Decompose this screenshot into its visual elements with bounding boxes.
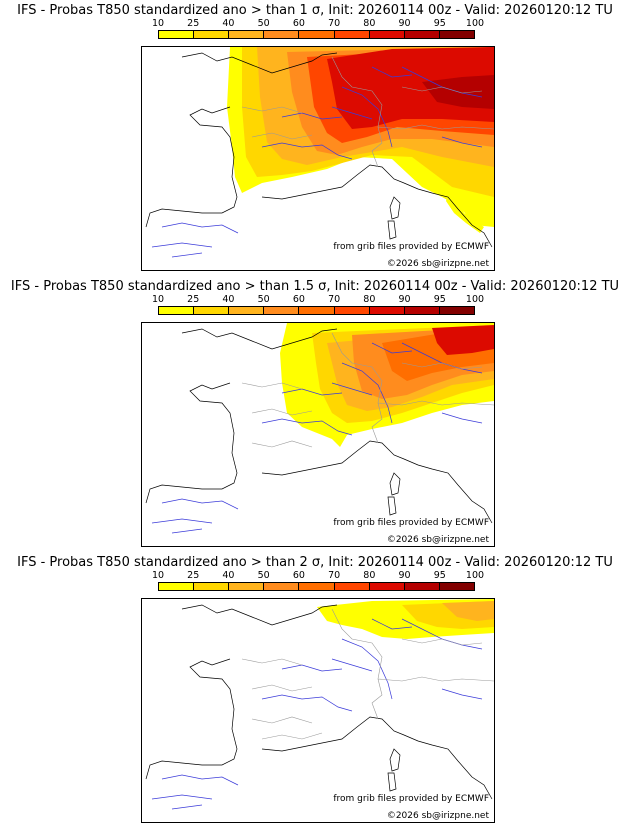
legend-tick-label: 95: [433, 18, 446, 29]
panel-title: IFS - Probas T850 standardized ano > tha…: [17, 555, 613, 570]
coastline: [145, 604, 493, 800]
probability-map: from grib files provided by ECMWF ©2026 …: [141, 322, 495, 547]
source-credit: from grib files provided by ECMWF: [333, 242, 489, 252]
legend-bar: [158, 582, 475, 591]
legend-color-cell: [404, 31, 440, 38]
legend-labels: 10 25 40 50 60 70 80 90 95 100: [152, 570, 484, 581]
legend-color-cell: [334, 31, 370, 38]
legend-color-cell: [194, 583, 230, 590]
legend-tick-label: 25: [187, 294, 200, 305]
legend-color-cell: [439, 31, 474, 38]
legend-tick-label: 100: [465, 18, 485, 29]
legend-bar: [158, 306, 475, 315]
legend-tick-label: 40: [222, 18, 235, 29]
map-canvas: from grib files provided by ECMWF ©2026 …: [145, 599, 494, 821]
legend-color-cell: [159, 307, 195, 314]
legend-tick-label: 100: [465, 570, 485, 581]
legend-color-cell: [194, 31, 230, 38]
legend-tick-label: 50: [257, 294, 270, 305]
legend-color-cell: [369, 31, 405, 38]
legend-color-cell: [229, 307, 265, 314]
legend-tick-label: 95: [433, 294, 446, 305]
legend-tick-label: 60: [292, 18, 305, 29]
copyright: ©2026 sb@irizpne.net: [387, 535, 490, 545]
map-panel-2sigma: IFS - Probas T850 standardized ano > tha…: [0, 552, 630, 824]
borders: [241, 56, 494, 168]
probability-map: from grib files provided by ECMWF ©2026 …: [141, 46, 495, 271]
legend-tick-label: 80: [363, 18, 376, 29]
rivers: [151, 618, 483, 810]
color-legend: 10 25 40 50 60 70 80 90 95 100: [152, 294, 484, 318]
probability-map: from grib files provided by ECMWF ©2026 …: [141, 598, 495, 823]
map-panel-1sigma: IFS - Probas T850 standardized ano > tha…: [0, 0, 630, 272]
legend-tick-label: 50: [257, 18, 270, 29]
coastline: [145, 52, 493, 248]
legend-tick-label: 100: [465, 294, 485, 305]
legend-tick-label: 10: [151, 18, 165, 29]
map-canvas: from grib files provided by ECMWF ©2026 …: [145, 47, 494, 269]
copyright: ©2026 sb@irizpne.net: [387, 259, 490, 269]
prob-area-80: [327, 47, 494, 129]
legend-color-cell: [229, 31, 265, 38]
borders: [241, 332, 494, 448]
legend-color-cell: [404, 583, 440, 590]
legend-color-cell: [159, 31, 195, 38]
legend-color-cell: [159, 583, 195, 590]
legend-tick-label: 60: [292, 570, 305, 581]
copyright: ©2026 sb@irizpne.net: [387, 811, 490, 821]
legend-color-cell: [369, 307, 405, 314]
map-canvas: from grib files provided by ECMWF ©2026 …: [145, 323, 494, 545]
panel-title: IFS - Probas T850 standardized ano > tha…: [17, 3, 613, 18]
legend-tick-label: 90: [398, 570, 411, 581]
legend-tick-label: 90: [398, 294, 411, 305]
color-legend: 10 25 40 50 60 70 80 90 95 100: [152, 570, 484, 594]
prob-area-40: [442, 601, 494, 621]
legend-tick-label: 70: [328, 18, 341, 29]
legend-color-cell: [264, 31, 300, 38]
prob-area-80: [432, 325, 494, 355]
legend-color-cell: [194, 307, 230, 314]
legend-color-cell: [299, 583, 335, 590]
legend-color-cell: [439, 583, 474, 590]
map-panel-1-5sigma: IFS - Probas T850 standardized ano > tha…: [0, 276, 630, 548]
legend-color-cell: [334, 307, 370, 314]
legend-color-cell: [264, 307, 300, 314]
legend-color-cell: [264, 583, 300, 590]
legend-tick-label: 80: [363, 294, 376, 305]
coastline: [145, 328, 493, 524]
legend-tick-label: 25: [187, 18, 200, 29]
legend-tick-label: 10: [151, 570, 165, 581]
legend-tick-label: 70: [328, 570, 341, 581]
legend-tick-label: 80: [363, 570, 376, 581]
color-legend: 10 25 40 50 60 70 80 90 95 100: [152, 18, 484, 42]
legend-tick-label: 90: [398, 18, 411, 29]
borders: [241, 608, 494, 740]
legend-color-cell: [299, 31, 335, 38]
legend-color-cell: [334, 583, 370, 590]
legend-tick-label: 40: [222, 294, 235, 305]
panel-title: IFS - Probas T850 standardized ano > tha…: [10, 279, 620, 294]
source-credit: from grib files provided by ECMWF: [333, 794, 489, 804]
legend-tick-label: 25: [187, 570, 200, 581]
legend-color-cell: [369, 583, 405, 590]
legend-color-cell: [439, 307, 474, 314]
legend-tick-label: 50: [257, 570, 270, 581]
legend-color-cell: [299, 307, 335, 314]
legend-tick-label: 95: [433, 570, 446, 581]
legend-color-cell: [404, 307, 440, 314]
legend-tick-label: 40: [222, 570, 235, 581]
legend-labels: 10 25 40 50 60 70 80 90 95 100: [152, 294, 484, 305]
prob-area-10-italy: [446, 193, 484, 233]
legend-tick-label: 70: [328, 294, 341, 305]
legend-bar: [158, 30, 475, 39]
legend-tick-label: 10: [151, 294, 165, 305]
legend-color-cell: [229, 583, 265, 590]
legend-tick-label: 60: [292, 294, 305, 305]
legend-labels: 10 25 40 50 60 70 80 90 95 100: [152, 18, 484, 29]
source-credit: from grib files provided by ECMWF: [333, 518, 489, 528]
